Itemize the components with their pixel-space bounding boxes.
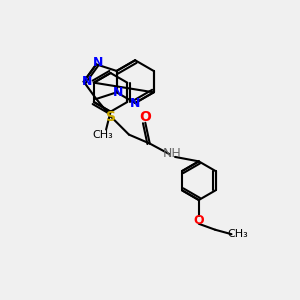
Text: N: N (82, 75, 92, 88)
Text: N: N (113, 86, 123, 99)
Text: N: N (93, 56, 103, 69)
Text: CH₃: CH₃ (93, 130, 113, 140)
Text: CH₃: CH₃ (227, 229, 248, 239)
Text: NH: NH (163, 147, 182, 161)
Text: O: O (194, 214, 204, 227)
Text: N: N (130, 97, 140, 110)
Text: S: S (106, 110, 116, 124)
Text: O: O (140, 110, 151, 124)
